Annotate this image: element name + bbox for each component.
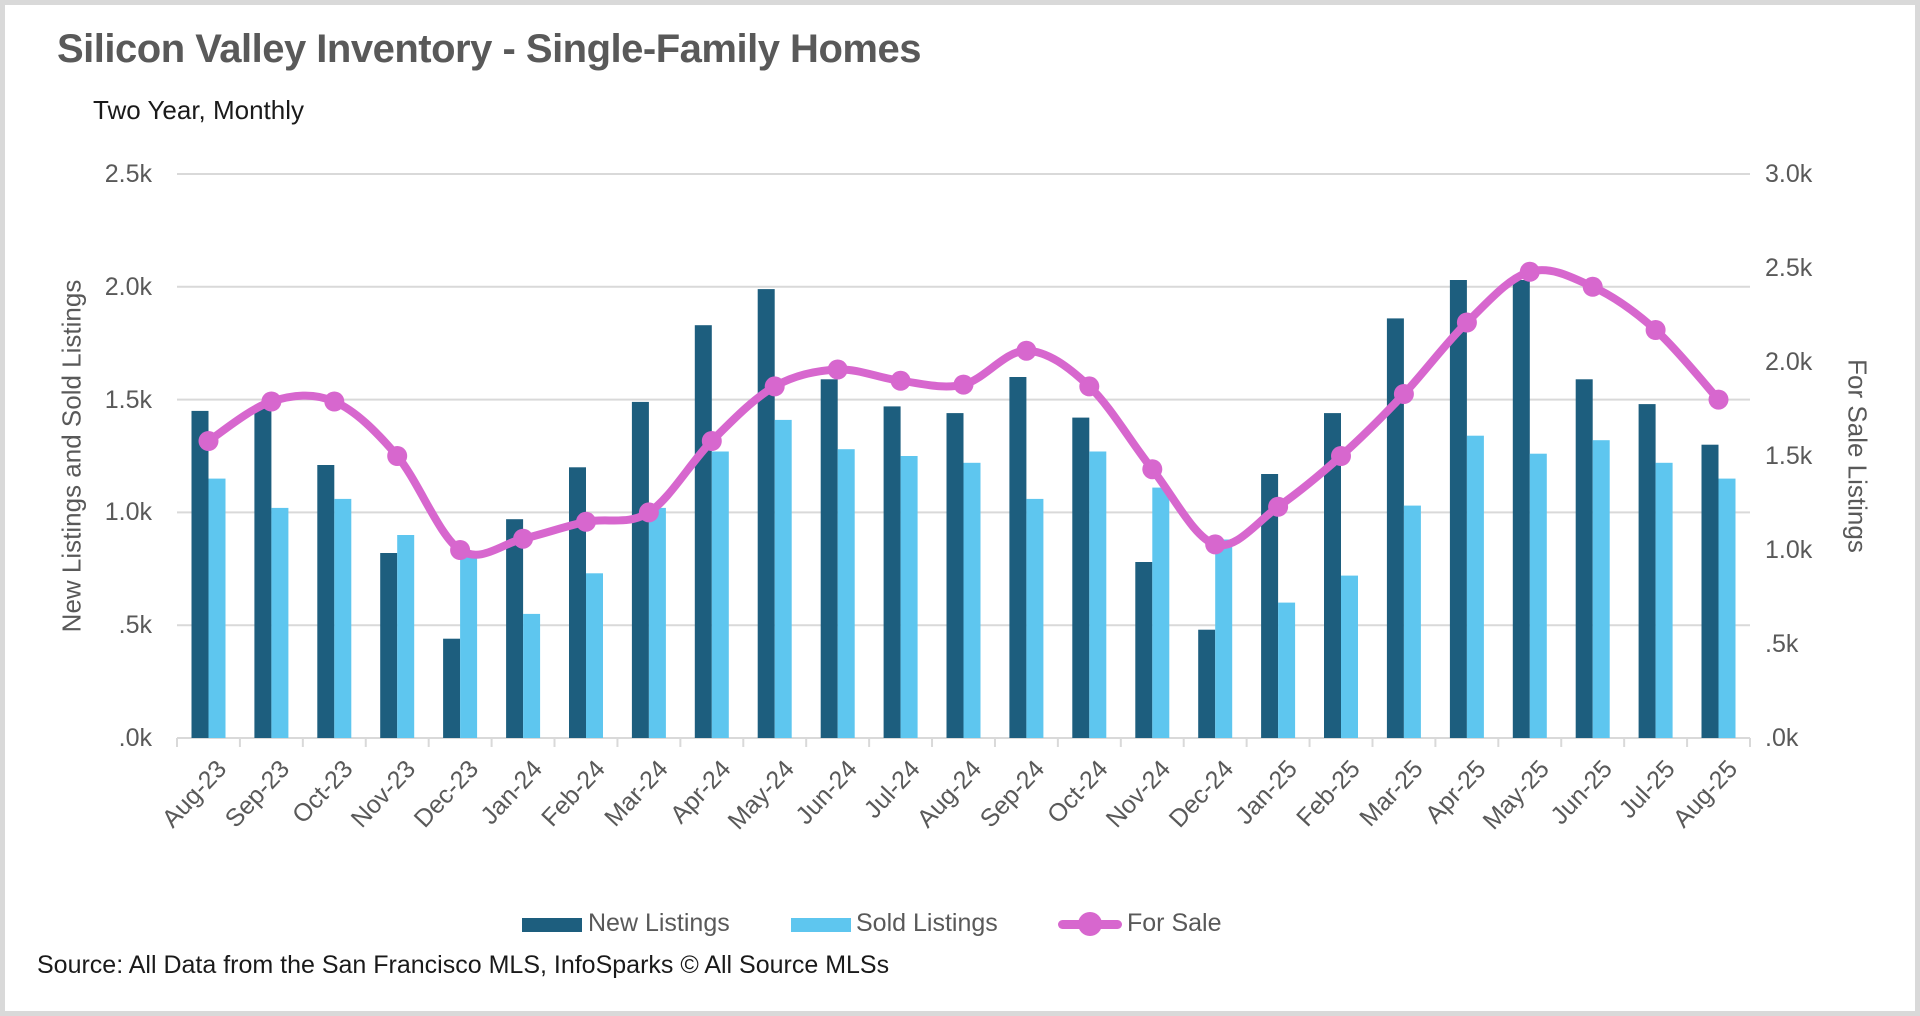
bar-sold-listings-Oct-24[interactable] [1089,451,1107,739]
bar-new-listings-Jul-24[interactable] [883,406,901,738]
bar-sold-listings-Sep-24[interactable] [1026,498,1044,738]
right-axis-tick-1.0k: 1.0k [1765,536,1813,564]
bar-new-listings-Jun-24[interactable] [820,379,838,738]
right-axis-tick-2.5k: 2.5k [1765,254,1813,282]
for-sale-marker-Aug-23[interactable] [198,431,219,451]
left-axis-tick-2.5k: 2.5k [104,160,152,188]
bar-sold-listings-Jul-25[interactable] [1655,462,1673,738]
bar-sold-listings-Nov-24[interactable] [1152,487,1170,738]
right-axis-tick-.0k: .0k [1765,724,1799,752]
bar-sold-listings-Sep-23[interactable] [271,507,289,738]
bar-sold-listings-Dec-23[interactable] [460,557,478,739]
bar-sold-listings-Feb-24[interactable] [586,573,603,738]
bar-sold-listings-Aug-24[interactable] [963,462,981,738]
for-sale-marker-Jul-24[interactable] [890,370,911,391]
bar-new-listings-Dec-24[interactable] [1198,629,1216,738]
bar-sold-listings-Mar-24[interactable] [648,507,666,738]
right-axis-tick-.5k: .5k [1765,630,1799,658]
bar-new-listings-Nov-23[interactable] [380,553,398,738]
page-subtitle: Two Year, Monthly [93,95,305,125]
for-sale-marker-May-25[interactable] [1519,261,1540,282]
for-sale-marker-Sep-24[interactable] [1016,340,1037,361]
for-sale-marker-Dec-23[interactable] [450,540,471,560]
bar-new-listings-Aug-23[interactable] [191,410,209,738]
left-axis-tick-1.5k: 1.5k [104,386,152,414]
bar-new-listings-Apr-24[interactable] [694,325,712,738]
bar-sold-listings-May-24[interactable] [774,419,792,738]
bar-sold-listings-Jun-25[interactable] [1592,440,1610,738]
bar-sold-listings-Jan-25[interactable] [1278,602,1296,738]
for-sale-marker-Feb-24[interactable] [576,511,596,532]
source-note: Source: All Data from the San Francisco … [37,951,890,979]
for-sale-marker-Nov-23[interactable] [387,446,408,466]
for-sale-marker-Jun-25[interactable] [1582,276,1603,297]
bar-sold-listings-Jan-24[interactable] [523,613,541,738]
bar-new-listings-May-25[interactable] [1512,280,1530,738]
bar-sold-listings-Oct-23[interactable] [334,498,352,738]
for-sale-marker-Apr-24[interactable] [701,431,722,451]
bar-sold-listings-Apr-25[interactable] [1466,435,1484,738]
bar-new-listings-Mar-25[interactable] [1386,318,1404,738]
bar-sold-listings-Jun-24[interactable] [837,449,855,738]
bar-new-listings-Jul-25[interactable] [1638,404,1656,738]
for-sale-marker-Jun-24[interactable] [827,359,848,380]
bar-new-listings-Sep-24[interactable] [1009,377,1027,738]
bar-sold-listings-May-25[interactable] [1529,453,1547,738]
left-axis-tick-.5k: .5k [118,611,152,639]
for-sale-marker-Feb-25[interactable] [1331,446,1351,466]
bar-new-listings-Sep-23[interactable] [254,408,272,738]
bar-new-listings-Oct-24[interactable] [1072,417,1090,738]
left-axis-tick-.0k: .0k [118,724,152,752]
for-sale-marker-Jan-25[interactable] [1268,496,1289,517]
legend-swatch-new-listings[interactable] [522,918,582,932]
bar-new-listings-Aug-24[interactable] [946,413,964,738]
bar-new-listings-Mar-24[interactable] [631,401,649,738]
legend-swatch-sold-listings[interactable] [791,918,851,932]
left-axis-tick-1.0k: 1.0k [104,498,152,526]
right-axis-tick-1.5k: 1.5k [1765,442,1813,470]
bar-sold-listings-Feb-25[interactable] [1341,575,1358,738]
bar-sold-listings-Mar-25[interactable] [1403,505,1421,738]
bar-new-listings-May-24[interactable] [757,289,775,738]
bar-new-listings-Dec-23[interactable] [443,638,461,738]
bar-new-listings-Feb-25[interactable] [1324,413,1341,738]
bar-new-listings-Apr-25[interactable] [1449,280,1467,738]
bar-new-listings-Feb-24[interactable] [569,467,586,738]
legend-dot-for-sale[interactable] [1078,912,1102,936]
bar-sold-listings-Jul-24[interactable] [900,456,918,738]
left-axis-tick-2.0k: 2.0k [104,273,152,301]
for-sale-marker-Apr-25[interactable] [1456,312,1477,333]
bar-sold-listings-Aug-25[interactable] [1718,478,1736,738]
for-sale-marker-Oct-24[interactable] [1079,376,1100,397]
bar-new-listings-Jan-24[interactable] [506,519,524,738]
for-sale-marker-Jan-24[interactable] [513,528,534,549]
for-sale-marker-Mar-24[interactable] [638,502,659,523]
for-sale-marker-Aug-24[interactable] [953,374,974,395]
bar-sold-listings-Aug-23[interactable] [208,478,226,738]
bar-sold-listings-Dec-24[interactable] [1215,539,1233,739]
for-sale-marker-Mar-25[interactable] [1393,384,1414,404]
for-sale-marker-Jul-25[interactable] [1645,320,1666,340]
bar-new-listings-Nov-24[interactable] [1135,562,1153,738]
for-sale-marker-Oct-23[interactable] [324,391,345,412]
chart-plot-area [176,173,1751,747]
right-axis-tick-3.0k: 3.0k [1765,160,1813,188]
page-title: Silicon Valley Inventory - Single-Family… [57,27,921,71]
for-sale-marker-Sep-23[interactable] [261,391,282,412]
legend-label-new-listings[interactable]: New Listings [588,909,730,937]
bar-new-listings-Aug-25[interactable] [1701,444,1719,738]
bar-sold-listings-Nov-23[interactable] [397,535,415,738]
legend-label-for-sale[interactable]: For Sale [1127,909,1222,937]
bar-new-listings-Oct-23[interactable] [317,465,335,738]
bar-new-listings-Jun-25[interactable] [1575,379,1593,738]
right-axis-tick-2.0k: 2.0k [1765,348,1813,376]
for-sale-marker-Aug-25[interactable] [1708,389,1729,410]
bar-new-listings-Jan-25[interactable] [1261,474,1279,738]
for-sale-marker-Nov-24[interactable] [1142,459,1163,480]
bar-sold-listings-Apr-24[interactable] [711,451,729,739]
for-sale-marker-May-24[interactable] [764,376,785,397]
for-sale-marker-Dec-24[interactable] [1205,534,1226,555]
legend-label-sold-listings[interactable]: Sold Listings [856,909,998,937]
